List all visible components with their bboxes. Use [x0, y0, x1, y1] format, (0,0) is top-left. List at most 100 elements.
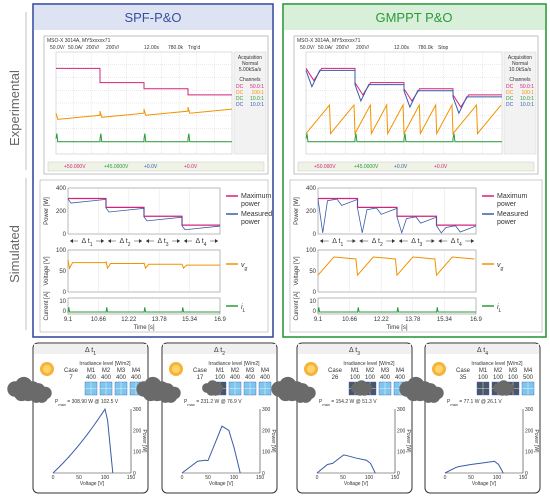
- sim-y-label: Voltage [V]: [294, 256, 300, 285]
- scope-side-panel: [233, 51, 267, 155]
- legend-vg-label: vg: [497, 262, 504, 272]
- pv-x-tick: 0: [444, 475, 447, 481]
- scope-channel-probe: 50.0:1: [250, 84, 264, 90]
- scope-setting: 200V/: [356, 45, 370, 51]
- pv-y-tick: 0: [525, 471, 528, 477]
- spf-header-title: SPF-P&O: [124, 10, 181, 25]
- sim-measured-power-line: [67, 198, 221, 231]
- pv-x-tick: 50: [205, 475, 211, 481]
- case-card-3: Δ t3 Irradiance level [W/m2]Case M1 M2 M3 M4 2…: [271, 342, 413, 494]
- sim-time-tick: 15.34: [182, 317, 198, 323]
- scope-channel-coupling: DC: [236, 84, 244, 90]
- sim-y-label: Current [A]: [44, 291, 50, 320]
- pv-x-tick: 50: [468, 475, 474, 481]
- irradiance-value: 400: [380, 375, 391, 381]
- sim-y-label: Power [W]: [294, 197, 300, 225]
- case-card-title-bar: [163, 344, 276, 354]
- scope-setting: 12.00s: [394, 45, 410, 51]
- sim-panel-0: [317, 187, 477, 235]
- gmppt-header-bg: [284, 5, 545, 30]
- delta-t-label: Δ t2: [120, 238, 131, 248]
- irradiance-head: M1: [87, 368, 96, 374]
- cloud-icon: [493, 380, 515, 396]
- pv-x-label: Voltage [V]: [344, 481, 369, 487]
- scope-setting: 50.0A/: [68, 45, 83, 51]
- scope-footer: [297, 161, 535, 172]
- sim-y-tick: 10: [59, 299, 66, 305]
- scope-setting: Trig'd: [188, 45, 200, 51]
- irradiance-value: 7: [69, 375, 73, 381]
- pv-module-icon: [228, 381, 242, 396]
- case-card-1: Δ t1 Irradiance level [W/m2]Case M1 M2 M3 M4 7…: [7, 342, 149, 494]
- scope-footer: [47, 161, 265, 172]
- sim-y-tick: 10: [309, 299, 316, 305]
- sim-time-tick: 13.78: [405, 317, 421, 323]
- sim-current-line: [67, 307, 220, 313]
- pv-x-tick: 150: [256, 475, 265, 481]
- pv-curve: [444, 460, 504, 474]
- irradiance-head: M2: [231, 368, 240, 374]
- pv-x-tick: 100: [230, 475, 239, 481]
- scope-setting: 12.00s: [144, 45, 160, 51]
- side-label-experimental: Experimental: [7, 70, 22, 146]
- irradiance-head: M4: [396, 368, 405, 374]
- pv-module-icon: [378, 381, 392, 396]
- pv-y-tick: 100: [262, 450, 271, 456]
- spf-column-frame: [32, 3, 274, 338]
- irradiance-head: M2: [366, 368, 375, 374]
- cloud-icon: [351, 380, 373, 396]
- pv-module-icon: [521, 381, 535, 396]
- side-labels: Experimental Simulated: [7, 12, 27, 330]
- irradiance-value: 400: [116, 375, 127, 381]
- scope-trace-current: [305, 133, 502, 143]
- scope-footer-value: +0.0V: [144, 164, 158, 170]
- scope-footer-value: +0.0V: [184, 164, 198, 170]
- scope-channel-probe: 10.0:1: [250, 96, 264, 102]
- sim-time-tick: 9.1: [314, 317, 323, 323]
- sim-y-tick: 100: [56, 248, 67, 254]
- irradiance-title: Irradiance level [W/m2]: [208, 361, 260, 367]
- sim-y-tick: 0: [63, 232, 67, 238]
- legend-il-label: iL: [241, 304, 246, 314]
- pv-y-tick: 100: [525, 450, 534, 456]
- irradiance-title: Irradiance level [W/m2]: [79, 361, 131, 367]
- irradiance-value: 400: [131, 375, 142, 381]
- sim-frame: [39, 179, 269, 333]
- pv-y-tick: 0: [133, 471, 136, 477]
- irradiance-value: 100: [350, 375, 361, 381]
- scope-setting: 780.0k: [418, 45, 434, 51]
- scope-footer-value: +50.000V: [64, 164, 86, 170]
- irradiance-title: Irradiance level [W/m2]: [343, 361, 395, 367]
- delta-t-label: Δ t3: [411, 238, 422, 248]
- pv-y-tick: 200: [525, 428, 534, 434]
- gmppt-header-title: GMPPT P&O: [375, 10, 452, 25]
- sim-y-tick: 50: [309, 269, 316, 275]
- cloud-icon: [153, 383, 181, 403]
- scope-panel-text: 5.00kSa/s: [239, 67, 262, 73]
- scope-channel-probe: 50.0:1: [520, 84, 534, 90]
- sim-y-tick: 200: [306, 209, 317, 215]
- scope-channel-coupling: DC: [236, 96, 244, 102]
- sim-y-tick: 0: [313, 232, 317, 238]
- cloud-icon: [416, 383, 444, 403]
- scope-setting: 50.0V/: [50, 45, 65, 51]
- gmppt-oscilloscope-screen: MSO-X 3014A, MY5xxxxx7150.0V/50.0A/200V/…: [293, 35, 539, 175]
- pv-y-tick: 0: [262, 471, 265, 477]
- case-card-frame: [424, 342, 541, 494]
- legend-max-label-2: power: [497, 201, 517, 208]
- case-card-title: Δ t4: [477, 347, 488, 357]
- pv-y-label: Power [W]: [141, 429, 147, 453]
- pv-x-tick: 0: [181, 475, 184, 481]
- delta-t-label: Δ t4: [196, 238, 207, 248]
- delta-t-label: Δ t2: [372, 238, 383, 248]
- pv-x-tick: 150: [127, 475, 136, 481]
- sim-y-tick: 0: [63, 290, 67, 296]
- irradiance-head: M4: [132, 368, 141, 374]
- sim-y-tick: 50: [59, 269, 66, 275]
- case-card-4: Δ t4 Irradiance level [W/m2]Case M1 M2 M3 M4 3…: [399, 342, 541, 494]
- pv-x-tick: 150: [519, 475, 528, 481]
- delta-t-label: Δ t3: [158, 238, 169, 248]
- pv-curve: [181, 425, 241, 474]
